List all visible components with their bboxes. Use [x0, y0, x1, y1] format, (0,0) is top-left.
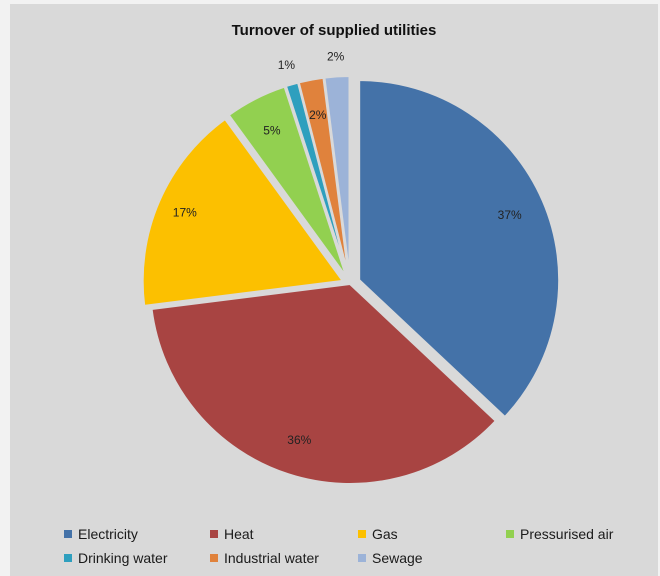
data-label-industrial-water: 2% [309, 108, 327, 122]
legend-row-2: Drinking water Industrial water Sewage [10, 550, 658, 570]
legend-swatch-drinking-water [64, 554, 72, 562]
legend-item-drinking-water: Drinking water [64, 550, 167, 566]
pie-slice-pressurised-air [227, 85, 348, 278]
pie-slice-industrial-water [297, 76, 350, 277]
legend-label-electricity: Electricity [78, 526, 138, 542]
data-label-drinking-water: 1% [278, 58, 296, 72]
legend-swatch-gas [358, 530, 366, 538]
chart-area: Turnover of supplied utilities 37% 36% 17%… [10, 4, 658, 576]
chart-title: Turnover of supplied utilities [231, 22, 437, 39]
legend-item-pressurised-air: Pressurised air [506, 526, 613, 542]
pie-chart: 37% 36% 17% 5% 1% 2% 2% [141, 49, 561, 485]
legend-item-electricity: Electricity [64, 526, 138, 542]
pie-slice-sewage [323, 75, 351, 277]
legend-item-heat: Heat [210, 526, 254, 542]
legend-row-1: Electricity Heat Gas Pressurised air [10, 526, 658, 546]
legend-swatch-industrial-water [210, 554, 218, 562]
data-label-heat: 36% [287, 433, 311, 447]
legend-label-sewage: Sewage [372, 550, 423, 566]
legend-item-industrial-water: Industrial water [210, 550, 319, 566]
data-label-pressurised-air: 5% [263, 124, 281, 138]
legend-label-pressurised-air: Pressurised air [520, 526, 614, 542]
legend-item-gas: Gas [358, 526, 398, 542]
legend-swatch-pressurised-air [506, 530, 514, 538]
data-label-gas: 17% [173, 206, 197, 220]
legend-swatch-electricity [64, 530, 72, 538]
data-label-electricity: 37% [498, 208, 522, 222]
legend-item-sewage: Sewage [358, 550, 423, 566]
pie-slice-gas [141, 117, 345, 308]
data-label-sewage: 2% [327, 49, 345, 63]
pie-slice-electricity [358, 79, 561, 419]
legend-label-industrial-water: Industrial water [224, 550, 319, 566]
legend-swatch-heat [210, 530, 218, 538]
legend-label-gas: Gas [372, 526, 398, 542]
legend-label-drinking-water: Drinking water [78, 550, 168, 566]
legend-label-heat: Heat [224, 526, 254, 542]
pie-slice-heat [150, 282, 498, 485]
legend-swatch-sewage [358, 554, 366, 562]
